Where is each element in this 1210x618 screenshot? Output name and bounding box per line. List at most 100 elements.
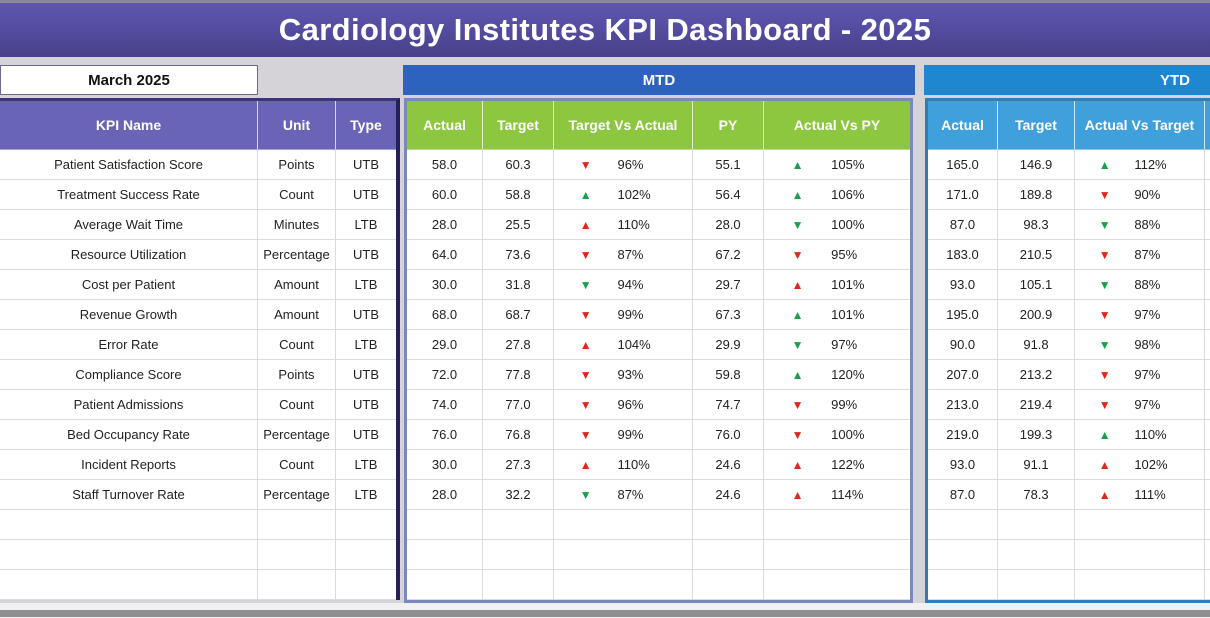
kpi-name-cell: Resource Utilization — [0, 240, 258, 270]
ytd-target-cell: 199.3 — [998, 420, 1075, 450]
type-cell — [336, 540, 396, 570]
ytd-clipped-cell — [1205, 420, 1210, 450]
unit-cell: Minutes — [258, 210, 336, 240]
type-cell: UTB — [336, 150, 396, 180]
down-arrow-icon: ▼ — [1098, 307, 1111, 322]
kpi-name-cell: Average Wait Time — [0, 210, 258, 240]
table-row — [928, 570, 1210, 600]
table-row: Incident Reports Count LTB — [0, 450, 396, 480]
mtd-target-cell: 73.6 — [483, 240, 554, 270]
ytd-table: Actual Target Actual Vs Target 165.0 146.… — [925, 98, 1210, 603]
table-row: 58.0 60.3 ▼ 96% 55.1 ▲ 105% — [407, 150, 910, 180]
kpi-name-cell: Cost per Patient — [0, 270, 258, 300]
mtd-actual-vs-py-cell-value: 100% — [831, 217, 865, 232]
mtd-actual-vs-py-cell-value: 122% — [831, 457, 865, 472]
table-row: 93.0 91.1 ▲ 102% — [928, 450, 1210, 480]
ytd-target-cell — [998, 540, 1075, 570]
horizontal-scrollbar[interactable] — [0, 610, 1210, 617]
up-arrow-icon: ▲ — [1098, 427, 1111, 442]
mtd-target-vs-actual-cell: ▼ 93% — [554, 360, 693, 390]
ytd-actual-vs-target-cell-value: 112% — [1134, 157, 1167, 172]
ytd-target-cell: 146.9 — [998, 150, 1075, 180]
type-cell: UTB — [336, 420, 396, 450]
mtd-py-cell: 56.4 — [693, 180, 764, 210]
mtd-actual-cell: 58.0 — [407, 150, 483, 180]
ytd-target-cell: 213.2 — [998, 360, 1075, 390]
kpi-table-body: Patient Satisfaction Score Points UTB Treat… — [0, 150, 396, 600]
mtd-target-column-header: Target — [483, 101, 554, 150]
mtd-py-cell: 59.8 — [693, 360, 764, 390]
kpi-name-cell — [0, 570, 258, 600]
down-arrow-icon: ▼ — [579, 367, 592, 382]
period-selector[interactable]: March 2025 — [0, 65, 258, 95]
mtd-py-cell — [693, 540, 764, 570]
down-arrow-icon: ▼ — [579, 247, 592, 262]
unit-cell: Percentage — [258, 480, 336, 510]
ytd-target-cell: 98.3 — [998, 210, 1075, 240]
ytd-clipped-cell — [1205, 480, 1210, 510]
ytd-clipped-cell — [1205, 150, 1210, 180]
table-row: 76.0 76.8 ▼ 99% 76.0 ▼ 100% — [407, 420, 910, 450]
table-row: 28.0 25.5 ▲ 110% 28.0 ▼ 100% — [407, 210, 910, 240]
mtd-actual-vs-py-cell: ▼ 100% — [764, 420, 910, 450]
mtd-target-vs-actual-cell: ▼ 94% — [554, 270, 693, 300]
mtd-actual-vs-py-cell-value: 106% — [831, 187, 865, 202]
mtd-target-cell — [483, 570, 554, 600]
mtd-py-cell — [693, 570, 764, 600]
mtd-actual-cell: 74.0 — [407, 390, 483, 420]
mtd-target-vs-actual-cell-value: 104% — [617, 337, 651, 352]
ytd-target-cell: 200.9 — [998, 300, 1075, 330]
ytd-clipped-cell — [1205, 240, 1210, 270]
ytd-actual-cell: 93.0 — [928, 450, 998, 480]
unit-cell: Count — [258, 450, 336, 480]
table-row: 183.0 210.5 ▼ 87% — [928, 240, 1210, 270]
ytd-actual-vs-target-cell: ▼ 97% — [1075, 300, 1205, 330]
down-arrow-icon: ▼ — [579, 427, 592, 442]
mtd-target-cell: 27.3 — [483, 450, 554, 480]
mtd-table-body: 58.0 60.3 ▼ 96% 55.1 ▲ 105% 60.0 58.8 ▲ 102% 56.4 ▲ 1… — [407, 150, 910, 600]
type-cell: LTB — [336, 270, 396, 300]
mtd-actual-vs-py-cell-value: 120% — [831, 367, 865, 382]
type-cell: LTB — [336, 210, 396, 240]
ytd-actual-vs-target-column-header: Actual Vs Target — [1075, 101, 1205, 150]
down-arrow-icon: ▼ — [791, 337, 804, 352]
mtd-actual-vs-py-cell: ▲ 101% — [764, 300, 910, 330]
ytd-actual-vs-target-cell: ▼ 87% — [1075, 240, 1205, 270]
mtd-actual-vs-py-cell-value: 105% — [831, 157, 865, 172]
ytd-table-header-row: Actual Target Actual Vs Target — [928, 101, 1210, 150]
mtd-target-vs-actual-cell-value: 87% — [617, 247, 644, 262]
ytd-actual-vs-target-cell: ▲ 112% — [1075, 150, 1205, 180]
type-cell — [336, 510, 396, 540]
ytd-actual-vs-target-cell — [1075, 540, 1205, 570]
mtd-table-header-row: Actual Target Target Vs Actual PY Actual… — [407, 101, 910, 150]
down-arrow-icon: ▼ — [579, 397, 592, 412]
ytd-section-header: YTD — [924, 65, 1210, 95]
ytd-clipped-cell — [1205, 300, 1210, 330]
mtd-actual-vs-py-cell: ▲ 105% — [764, 150, 910, 180]
ytd-actual-cell: 195.0 — [928, 300, 998, 330]
down-arrow-icon: ▼ — [1098, 217, 1111, 232]
mtd-py-cell: 67.2 — [693, 240, 764, 270]
ytd-actual-cell: 87.0 — [928, 480, 998, 510]
up-arrow-icon: ▲ — [791, 187, 804, 202]
mtd-target-vs-actual-cell: ▼ 99% — [554, 300, 693, 330]
table-row: Patient Satisfaction Score Points UTB — [0, 150, 396, 180]
mtd-target-cell — [483, 510, 554, 540]
ytd-actual-cell: 171.0 — [928, 180, 998, 210]
mtd-target-vs-actual-cell — [554, 570, 693, 600]
mtd-actual-cell: 29.0 — [407, 330, 483, 360]
kpi-name-cell: Incident Reports — [0, 450, 258, 480]
ytd-actual-vs-target-cell-value: 102% — [1134, 457, 1168, 472]
ytd-target-cell: 210.5 — [998, 240, 1075, 270]
table-row: 219.0 199.3 ▲ 110% — [928, 420, 1210, 450]
ytd-clipped-column-header — [1205, 101, 1210, 150]
up-arrow-icon: ▲ — [579, 187, 592, 202]
mtd-target-vs-actual-column-header: Target Vs Actual — [554, 101, 693, 150]
ytd-actual-vs-target-cell-value: 110% — [1134, 427, 1167, 442]
ytd-actual-cell — [928, 510, 998, 540]
mtd-actual-vs-py-cell-value: 95% — [831, 247, 858, 262]
mtd-target-cell: 77.0 — [483, 390, 554, 420]
ytd-actual-vs-target-cell-value: 87% — [1134, 247, 1161, 262]
kpi-name-cell: Bed Occupancy Rate — [0, 420, 258, 450]
table-row — [407, 540, 910, 570]
